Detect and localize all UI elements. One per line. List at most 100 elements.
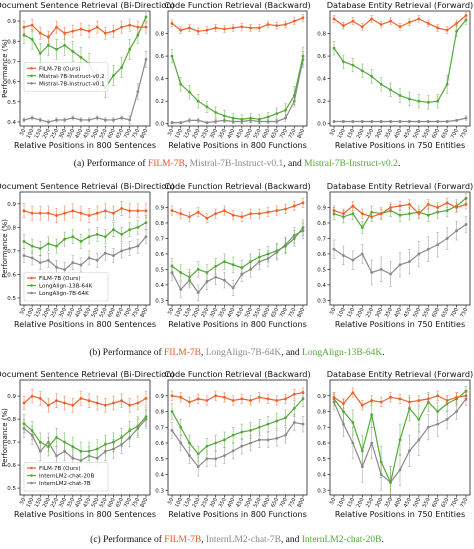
data-point [360, 25, 364, 29]
data-point [464, 116, 468, 120]
data-point [63, 211, 67, 215]
data-point [342, 120, 345, 123]
x-tick-label: 500 [91, 307, 101, 319]
series-mistral-7b-instruct-v0-1 [170, 51, 305, 125]
y-tick-label: 0.6 [155, 252, 164, 258]
data-point [120, 399, 123, 403]
series-line [171, 398, 304, 455]
data-point [464, 394, 468, 398]
data-point [22, 209, 26, 213]
x-tick-label: 150 [34, 307, 44, 319]
caption-part: . [398, 159, 400, 169]
data-point [464, 223, 468, 226]
data-point [464, 18, 468, 22]
data-point [71, 445, 75, 449]
legend-label: InternLM2-chat-20B [39, 474, 94, 480]
legend: FILM-7B (Ours) InternLM2-chat-20BInternLM… [23, 462, 109, 492]
data-point [30, 37, 34, 41]
series-line [171, 230, 304, 294]
data-point [79, 263, 83, 267]
series-line [171, 55, 304, 120]
x-tick-label: 150 [346, 497, 356, 509]
legend-marker [30, 81, 33, 85]
data-point [223, 395, 226, 399]
x-tick-label: 400 [227, 128, 237, 140]
chart-title: Code Function Retrieval (Backward) [164, 181, 310, 191]
y-tick-label: 0.6 [7, 80, 16, 86]
caption-part: , and [281, 535, 302, 545]
data-point [389, 88, 392, 92]
legend-marker [30, 466, 33, 470]
data-point [128, 247, 132, 250]
data-point [170, 121, 174, 125]
data-point [22, 240, 26, 243]
series-line [171, 392, 304, 403]
x-tick-label: 200 [192, 128, 202, 140]
y-tick-label: 0.9 [317, 205, 326, 211]
data-point [55, 118, 58, 122]
series-internlm2-chat-20b [170, 390, 305, 463]
caption-prefix: (c) Performance of [90, 534, 164, 545]
data-point [249, 260, 253, 264]
data-point [408, 202, 411, 206]
plot-frame [19, 191, 151, 306]
data-point [63, 237, 67, 241]
data-point [71, 403, 75, 407]
data-point [38, 51, 42, 55]
y-tick-label: 0.3 [155, 488, 164, 494]
x-tick-label: 550 [99, 128, 109, 140]
x-tick-label: 50 [19, 497, 27, 506]
y-tick-label: 0.8 [317, 32, 326, 38]
x-tick-label: 300 [209, 307, 219, 319]
data-point [55, 265, 58, 269]
data-point [275, 24, 279, 28]
data-point [196, 267, 200, 271]
data-point [417, 438, 421, 442]
data-point [351, 63, 355, 67]
x-tick-label: 350 [66, 128, 76, 140]
x-tick-label: 750 [459, 497, 469, 509]
data-point [249, 429, 253, 432]
data-point [445, 28, 449, 32]
data-point [179, 121, 183, 125]
data-point [455, 29, 458, 33]
x-axis-label: Relative Positions in 800 Functions [168, 141, 307, 150]
y-tick-label: 0.5 [7, 486, 16, 492]
x-tick-label: 400 [393, 307, 403, 319]
chart-panel-r0c0: Document Sentence Retrieval (Bi-Directio… [0, 0, 175, 150]
data-point [55, 436, 58, 439]
data-point [223, 438, 226, 442]
x-tick-label: 200 [192, 497, 202, 509]
data-point [301, 54, 305, 58]
x-tick-label: 700 [279, 128, 289, 140]
x-tick-label: 350 [66, 307, 76, 319]
data-point [95, 401, 99, 405]
legend-label: FILM-7B (Ours) [39, 466, 81, 472]
y-tick-label: 0.8 [7, 417, 16, 423]
chart-title: Database Entity Retrieval (Forward) [327, 0, 473, 10]
caption-part: FILM-7B [148, 159, 185, 169]
x-tick-label: 350 [218, 307, 228, 319]
data-point [188, 275, 191, 279]
y-tick-label: 0.6 [155, 54, 164, 60]
x-tick-label: 100 [337, 497, 347, 509]
legend-label: FILM-7B (Ours) [39, 66, 81, 72]
x-tick-label: 600 [261, 497, 271, 509]
data-point [426, 100, 430, 104]
data-point [179, 28, 183, 32]
data-point [120, 249, 123, 253]
series-film-7b-ours- [332, 387, 468, 411]
data-point [249, 212, 253, 216]
y-tick-label: 0.8 [7, 225, 16, 231]
chart-panel-r1c1: Code Function Retrieval (Backward) 0.3 0.4… [155, 181, 310, 329]
x-tick-label: 350 [384, 128, 394, 140]
data-point [87, 256, 91, 260]
data-point [445, 417, 449, 421]
data-point [112, 254, 115, 257]
plot-frame [167, 379, 308, 496]
data-point [128, 23, 132, 27]
x-axis-label: Relative Positions in 800 Sentences [14, 320, 156, 329]
x-tick-label: 550 [422, 128, 432, 140]
series-longalign-13b-64k [170, 219, 305, 286]
x-tick-label: 100 [337, 128, 347, 140]
